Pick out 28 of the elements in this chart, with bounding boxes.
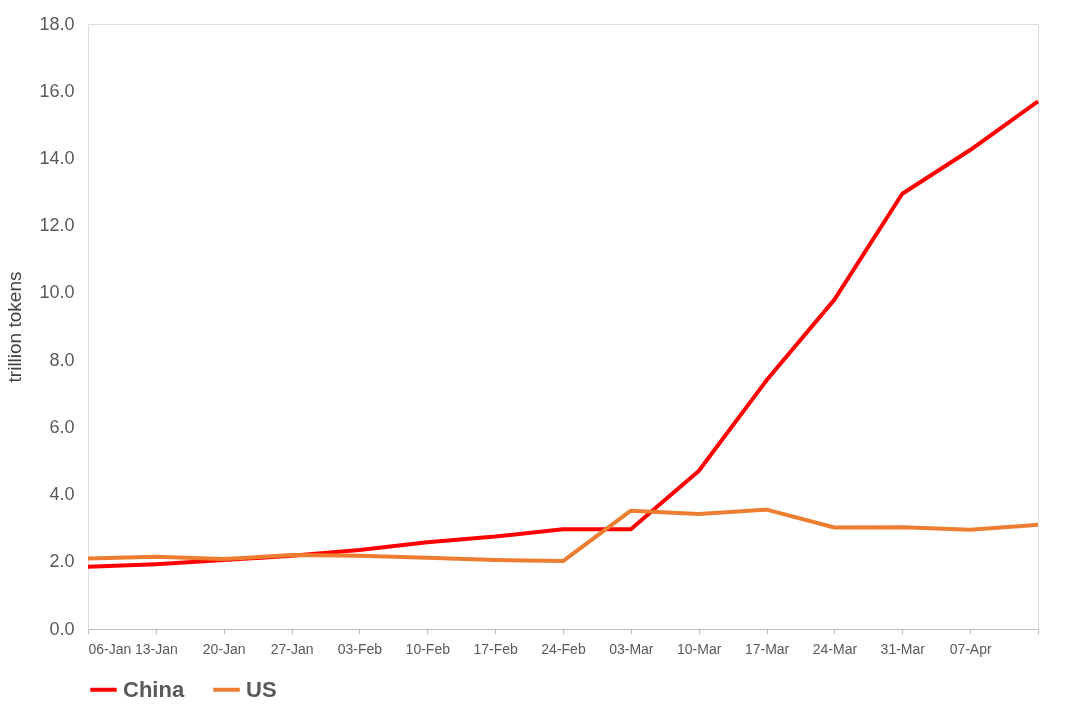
x-tick-label: 27-Jan	[270, 640, 314, 657]
y-tick-label: 4.0	[49, 484, 75, 505]
legend-label: China	[123, 676, 185, 702]
y-tick-label: 10.0	[39, 282, 75, 303]
x-tick-label: 13-Jan	[134, 640, 178, 657]
y-tick-label: 16.0	[39, 80, 75, 101]
x-tick-label: 24-Mar	[812, 640, 858, 657]
x-tick-label: 24-Feb	[541, 640, 586, 657]
x-tick-label: 17-Mar	[744, 640, 790, 657]
line-series	[86, 507, 1040, 564]
y-tick-label: 14.0	[39, 147, 75, 168]
y-tick-label: 12.0	[39, 215, 75, 236]
legend-label: US	[246, 676, 277, 702]
y-axis-title: trillion tokens	[4, 271, 26, 383]
y-tick-label: 18.0	[39, 13, 75, 34]
x-tick-label: 17-Feb	[473, 640, 519, 657]
y-tick-label: 0.0	[49, 618, 75, 639]
y-tick-label: 8.0	[49, 349, 75, 370]
x-tick-label: 06-Jan	[88, 640, 132, 657]
x-tick-label: 10-Mar	[677, 640, 722, 657]
x-tick-label: 31-Mar	[880, 640, 926, 657]
x-tick-label: 20-Jan	[202, 640, 246, 657]
y-tick-label: 6.0	[49, 416, 75, 437]
x-tick-label: 10-Feb	[405, 640, 451, 657]
y-tick-label: 2.0	[49, 551, 75, 572]
x-tick-label: 03-Feb	[337, 640, 383, 657]
x-tick-label: 03-Mar	[609, 640, 654, 657]
x-tick-label: 07-Apr	[949, 640, 992, 657]
